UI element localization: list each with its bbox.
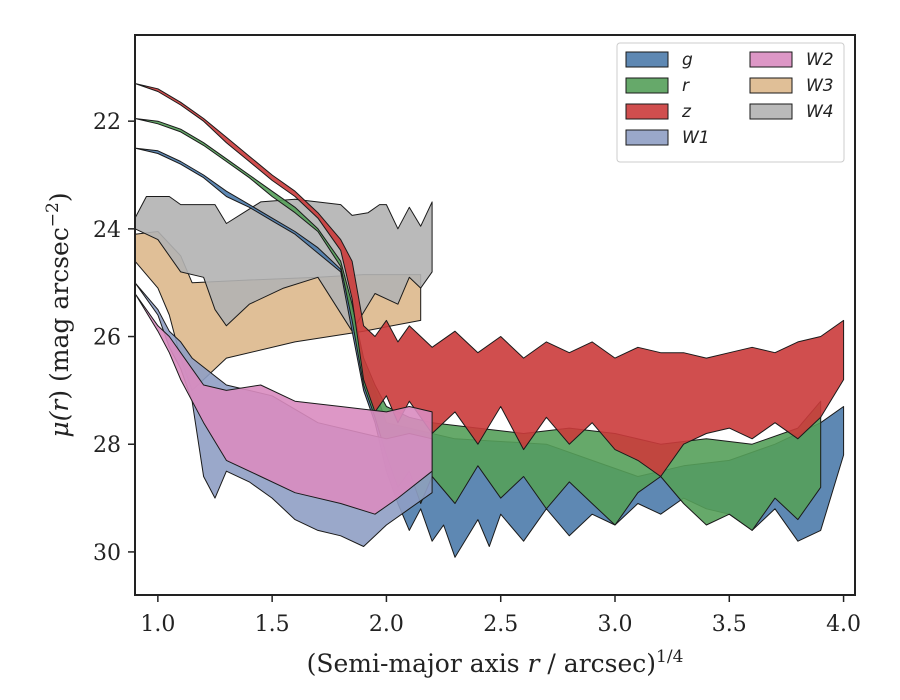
x-axis: 1.0 1.5 2.0 2.5 3.0 3.5 4.0 <box>140 595 861 637</box>
y-axis-label-exp: −2 <box>43 202 63 227</box>
legend-label-z: z <box>681 102 692 122</box>
area-series-r <box>134 118 822 531</box>
x-axis-label-main: (Semi-major axis <box>307 649 528 678</box>
legend-swatch-w4 <box>749 103 793 120</box>
legend-swatch-w1 <box>625 129 669 146</box>
legend-items: grz W1 W2 W3 W4 <box>625 50 834 148</box>
legend-label-r: r <box>682 76 690 96</box>
y-axis-label-var: r <box>45 398 74 412</box>
x-tick-label: 4.0 <box>826 612 861 637</box>
legend-label-w4: W4 <box>806 102 834 122</box>
legend-label-g: g <box>682 50 693 70</box>
legend-label-w1: W1 <box>682 128 710 148</box>
y-axis-label-main: μ( <box>45 410 74 437</box>
x-axis-label-tail: / arcsec) <box>539 649 656 678</box>
y-axis-label-close: ) <box>45 192 74 202</box>
x-tick-label: 1.0 <box>140 612 175 637</box>
x-axis-label-var: r <box>528 649 542 678</box>
y-tick-label: 26 <box>93 326 121 351</box>
legend-swatch-w3 <box>749 77 793 94</box>
legend-swatch-w2 <box>749 51 793 68</box>
x-axis-label: (Semi-major axis r / arcsec)1/4 <box>307 647 684 678</box>
x-axis-label-exp: 1/4 <box>656 647 683 667</box>
y-tick-label: 28 <box>93 433 121 458</box>
area-series-z <box>134 83 845 477</box>
area-series-w3 <box>134 231 422 391</box>
y-tick-label: 24 <box>93 218 121 243</box>
x-tick-label: 3.0 <box>598 612 633 637</box>
y-axis-label: μ(r) (mag arcsec−2) <box>43 192 74 437</box>
legend-swatch-g <box>625 51 669 68</box>
y-tick-label: 30 <box>93 541 121 566</box>
x-tick-label: 3.5 <box>712 612 747 637</box>
y-axis: 22 24 26 28 30 <box>93 110 135 566</box>
area-series-w2 <box>134 293 433 515</box>
plot-area <box>134 83 845 558</box>
legend-swatch-z <box>625 103 669 120</box>
x-tick-label: 1.5 <box>255 612 290 637</box>
y-axis-label-tail: ) (mag arcsec <box>45 227 74 400</box>
y-tick-label: 22 <box>93 110 121 135</box>
legend: grz W1 W2 W3 W4 <box>616 42 845 163</box>
legend-label-w2: W2 <box>806 50 834 70</box>
axes-frame <box>134 34 856 596</box>
legend-label-w3: W3 <box>806 76 834 96</box>
legend-swatch-r <box>625 77 669 94</box>
legend-box <box>616 42 845 163</box>
x-tick-label: 2.0 <box>369 612 404 637</box>
x-tick-label: 2.5 <box>483 612 518 637</box>
